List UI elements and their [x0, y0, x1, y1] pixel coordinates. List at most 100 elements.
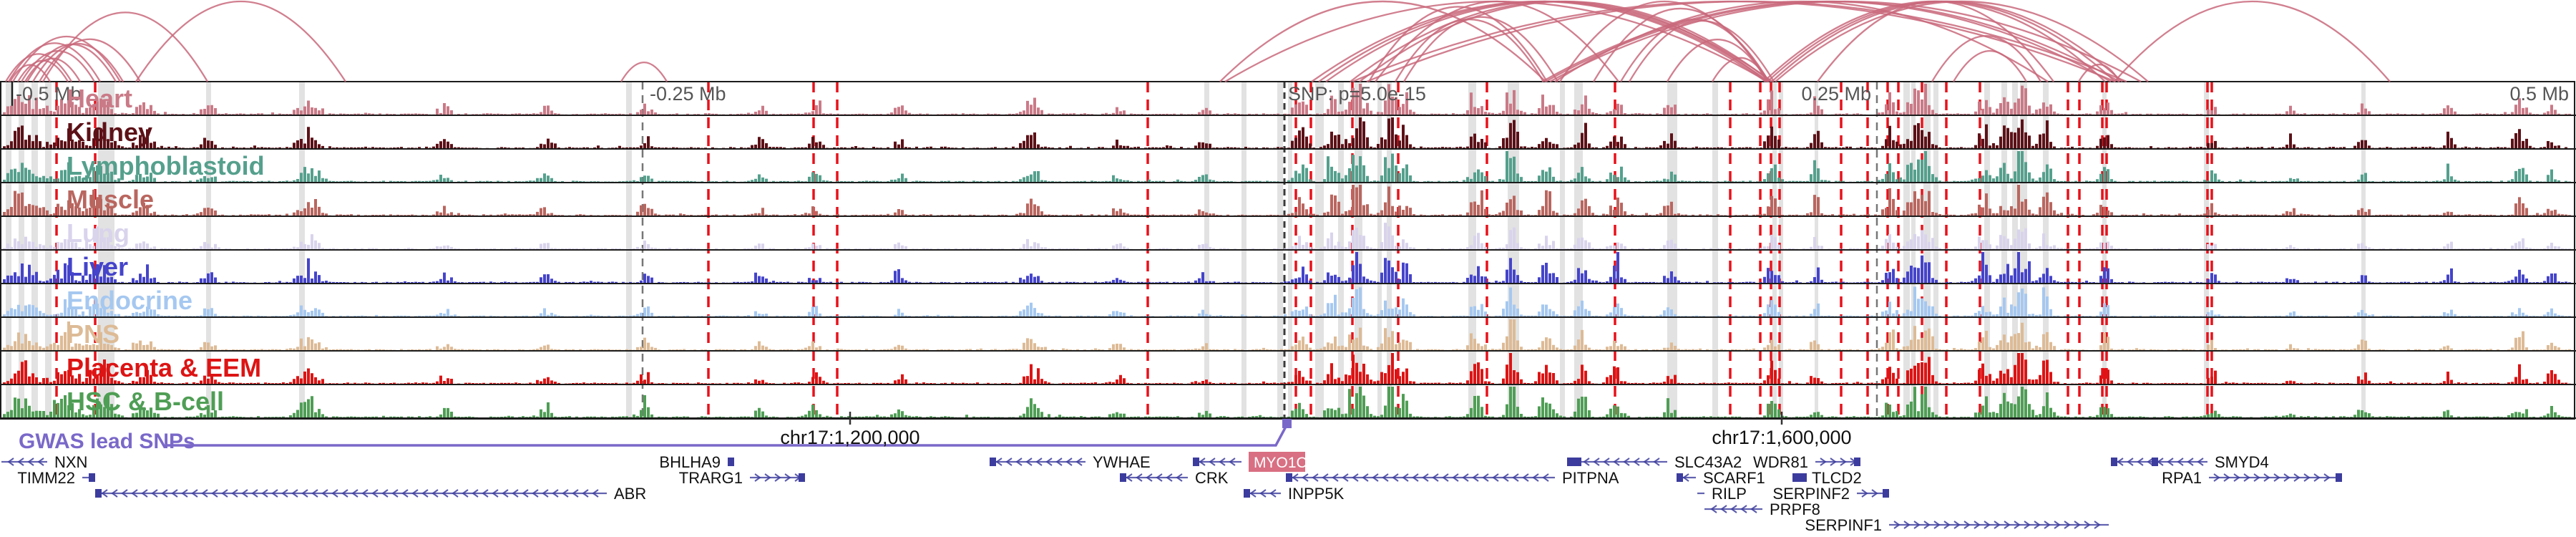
strand-arrows — [1199, 458, 1236, 466]
track-label-endocrine: Endocrine — [67, 286, 193, 315]
gwas-snp-marker[interactable] — [1282, 419, 1292, 428]
gene-label: TIMM22 — [17, 469, 75, 487]
gwas-lead-snps-label: GWAS lead SNPs — [19, 430, 195, 453]
interaction-arc — [135, 0, 346, 82]
gene-abr[interactable]: ABR — [95, 485, 646, 503]
gene-prpf8[interactable]: PRPF8 — [1704, 500, 1820, 518]
gene-label: NXN — [54, 453, 87, 471]
gene-wdr81[interactable]: WDR81 — [1753, 453, 1860, 471]
signal-histogram — [3, 185, 2571, 216]
interaction-arc — [24, 57, 81, 82]
track-label-lung: Lung — [67, 218, 130, 248]
signal-histogram — [3, 252, 2571, 284]
interaction-arc — [1359, 1, 1772, 82]
interaction-arc — [1554, 0, 2049, 82]
strand-arrows — [1126, 473, 1183, 482]
track-label-pns: PNS — [67, 319, 120, 349]
signal-track-heart[interactable] — [3, 84, 2571, 115]
signal-track-placenta-eem[interactable] — [3, 353, 2571, 384]
interaction-arc — [32, 43, 124, 82]
gene-slc43a2[interactable]: SLC43A2 — [1567, 453, 1742, 471]
gene-label: SCARF1 — [1703, 469, 1765, 487]
signal-track-muscle[interactable] — [3, 185, 2571, 216]
strand-arrows — [7, 458, 44, 466]
gene-tlcd2[interactable]: TLCD2 — [1792, 469, 1862, 487]
interaction-arc — [620, 62, 668, 82]
strand-arrows — [101, 489, 599, 498]
coordinate-label-left: chr17:1,200,000 — [780, 427, 920, 448]
gene-label: YWHAE — [1093, 453, 1151, 471]
interaction-arc — [1712, 57, 1770, 82]
snp-pvalue-label: SNP: p=5.0e-15 — [1288, 83, 1426, 105]
ruler-label-minus-quarter-mb: -0.25 Mb — [650, 83, 726, 105]
strand-arrows — [1573, 458, 1660, 466]
gene-pitpna[interactable]: PITPNA — [1286, 469, 1619, 487]
interaction-arc — [1368, 6, 1548, 82]
track-label-hsc-b-cell: HSC & B-cell — [67, 387, 225, 416]
gene-label: RPA1 — [2162, 469, 2202, 487]
strand-arrows — [2117, 458, 2204, 466]
signal-track-lung[interactable] — [3, 223, 2571, 250]
gene-exon-box — [2152, 458, 2158, 466]
gene-label: PITPNA — [1562, 469, 1619, 487]
gene-label: SMYD4 — [2215, 453, 2269, 471]
ruler-label-half-mb: 0.5 Mb — [2509, 83, 2569, 105]
gene-exon-box — [1286, 473, 1292, 482]
strand-arrows — [1682, 473, 1689, 482]
gene-inpp5k[interactable]: INPP5K — [1244, 485, 1345, 503]
gene-exon-box — [1854, 458, 1860, 466]
gene-trarg1[interactable]: TRARG1 — [679, 469, 805, 487]
signal-track-lymphoblastoid[interactable] — [3, 151, 2571, 183]
gene-label: MYO1C — [1254, 455, 1307, 471]
interaction-arc — [1620, 19, 1770, 82]
signal-track-hsc-b-cell[interactable] — [3, 387, 2571, 418]
gene-label: RILP — [1712, 485, 1747, 503]
ruler-label-minus-half-mb: -0.5 Mb — [16, 83, 82, 105]
signal-track-kidney[interactable] — [3, 117, 2571, 149]
signal-histogram — [3, 117, 2571, 149]
track-label-lymphoblastoid: Lymphoblastoid — [67, 151, 265, 180]
gene-smyd4[interactable]: SMYD4 — [2111, 453, 2269, 471]
gene-nxn[interactable]: NXN — [1, 453, 87, 471]
track-label-heart: Heart — [67, 84, 133, 113]
gene-label: SERPINF1 — [1805, 516, 1882, 534]
ruler-label-quarter-mb: 0.25 Mb — [1801, 83, 1871, 105]
interaction-arc — [1375, 1, 1619, 82]
gene-serpinf1[interactable]: SERPINF1 — [1805, 516, 2109, 534]
gene-label: ABR — [614, 485, 646, 503]
interaction-arc — [1629, 20, 1775, 82]
gene-exon-box — [1792, 473, 1807, 482]
gene-rilp[interactable]: RILP — [1697, 485, 1747, 503]
interaction-arc — [8, 42, 101, 82]
gene-exon-box — [95, 489, 102, 498]
track-label-placenta-eem: Placenta & EEM — [67, 353, 262, 382]
gene-label: TLCD2 — [1812, 469, 1862, 487]
interaction-arc — [2078, 63, 2120, 82]
coordinate-label-right: chr17:1,600,000 — [1712, 427, 1852, 448]
signal-track-liver[interactable] — [3, 252, 2571, 284]
gene-serpinf2[interactable]: SERPINF2 — [1772, 485, 1889, 503]
gene-myo1c[interactable]: MYO1C — [1193, 452, 1307, 472]
gene-rpa1[interactable]: RPA1 — [2162, 469, 2342, 487]
signal-histogram — [3, 151, 2571, 183]
signal-histogram — [3, 286, 2571, 317]
gene-scarf1[interactable]: SCARF1 — [1677, 469, 1765, 487]
signal-track-pns[interactable] — [3, 319, 2571, 351]
gene-label: PRPF8 — [1770, 500, 1820, 518]
gene-label: BHLHA9 — [659, 453, 721, 471]
track-label-muscle: Muscle — [67, 185, 155, 214]
strand-arrows — [1861, 489, 1878, 498]
interaction-arc — [1224, 0, 1768, 82]
gene-crk[interactable]: CRK — [1120, 469, 1229, 487]
gene-timm22[interactable]: TIMM22 — [17, 469, 95, 487]
strand-arrows — [1292, 473, 1549, 482]
interaction-arc — [42, 11, 208, 82]
gene-exon-box — [1193, 458, 1199, 466]
gene-ywhae[interactable]: YWHAE — [990, 453, 1151, 471]
gene-bhlha9[interactable]: BHLHA9 — [659, 453, 734, 471]
gene-label: WDR81 — [1753, 453, 1808, 471]
signal-track-endocrine[interactable] — [3, 286, 2571, 317]
strand-arrows — [754, 473, 801, 482]
